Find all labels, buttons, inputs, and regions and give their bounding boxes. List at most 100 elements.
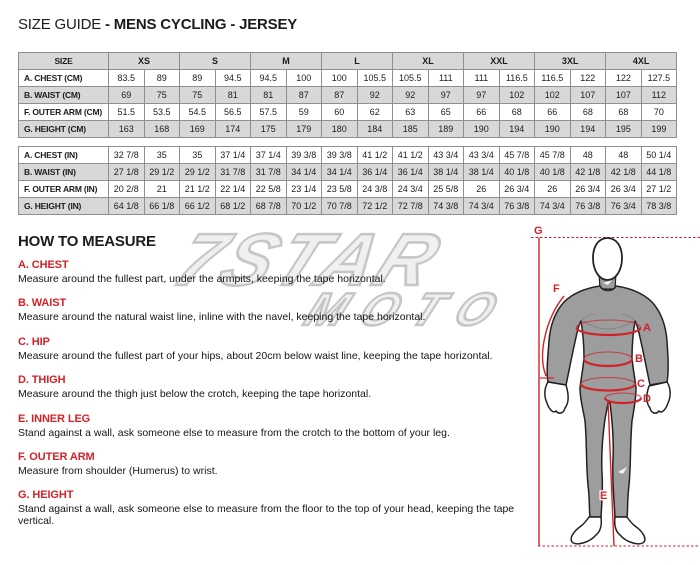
size-value-cell: 59: [285, 103, 323, 121]
size-value-cell: 76 3/4: [605, 197, 642, 215]
size-value-cell: 74 3/4: [463, 197, 500, 215]
section-label: A. CHEST: [18, 259, 69, 271]
row-label: F. OUTER ARM (IN): [18, 180, 109, 198]
row-label: B. WAIST (IN): [18, 163, 109, 181]
size-table-in: A. CHEST (IN) 32 7/8 35 35 37 1/4 37 1/4 39 3/…: [18, 146, 677, 215]
section-text: Stand against a wall, ask someone else t…: [18, 427, 450, 439]
measure-section-height: G. HEIGHT Stand against a wall, ask some…: [18, 489, 528, 527]
collar-logo-icon: [603, 280, 612, 285]
size-value-cell: 87: [321, 86, 358, 104]
section-text: Measure around the natural waist line, i…: [18, 311, 426, 323]
size-value-cell: 44 1/8: [640, 163, 677, 181]
size-value-cell: 35: [179, 146, 216, 164]
chest-ellipse-front: [575, 327, 642, 337]
size-value-cell: 48: [605, 146, 642, 164]
size-value-cell: 100: [285, 69, 323, 87]
size-value-cell: 100: [321, 69, 358, 87]
size-table-row: G. HEIGHT (CM) 163 168 169 174 175 179 180 184 18…: [18, 120, 678, 138]
size-value-cell: 94.5: [214, 69, 252, 87]
size-value-cell: 190: [463, 120, 500, 138]
size-value-cell: 22 1/4: [214, 180, 251, 198]
size-column-header-xs: XS: [107, 52, 181, 70]
size-value-cell: 65: [427, 103, 465, 121]
size-value-cell: 23 1/4: [285, 180, 322, 198]
section-text: Stand against a wall, ask someone else t…: [18, 503, 515, 527]
size-guide-tables: SIZE XS S M L XL XXL 3XL 4XL A. CHEST (CM) 83.5 89 8…: [18, 52, 678, 215]
size-value-cell: 31 7/8: [214, 163, 251, 181]
size-value-cell: 25 5/8: [427, 180, 464, 198]
size-value-cell: 26 3/4: [569, 180, 606, 198]
size-value-cell: 42 1/8: [605, 163, 642, 181]
size-table-row: G. HEIGHT (IN) 64 1/8 66 1/8 66 1/2 68 1/2 68…: [18, 197, 677, 215]
size-corner-header: SIZE: [18, 52, 109, 70]
size-column-header-3xl: 3XL: [534, 52, 607, 70]
size-column-header-xl: XL: [392, 52, 465, 70]
size-value-cell: 54.5: [179, 103, 216, 121]
size-value-cell: 37 1/4: [214, 146, 251, 164]
size-value-cell: 70: [640, 103, 678, 121]
left-foot: [570, 516, 603, 545]
size-value-cell: 48: [569, 146, 606, 164]
size-table-row: A. CHEST (CM) 83.5 89 89 94.5 94.5 100 100 105.5…: [18, 69, 678, 87]
size-value-cell: 53.5: [143, 103, 181, 121]
label-e: E: [600, 490, 607, 502]
size-value-cell: 36 1/4: [356, 163, 393, 181]
size-value-cell: 194: [498, 120, 536, 138]
chest-contour: [582, 320, 634, 330]
size-value-cell: 29 1/2: [179, 163, 216, 181]
size-value-cell: 180: [321, 120, 358, 138]
size-value-cell: 184: [356, 120, 394, 138]
row-label: F. OUTER ARM (CM): [18, 103, 109, 121]
size-value-cell: 57.5: [250, 103, 287, 121]
size-value-cell: 168: [143, 120, 181, 138]
size-value-cell: 20 2/8: [108, 180, 145, 198]
size-value-cell: 31 7/8: [250, 163, 287, 181]
size-value-cell: 105.5: [392, 69, 429, 87]
size-value-cell: 92: [392, 86, 429, 104]
size-value-cell: 111: [463, 69, 500, 87]
size-table-cm: SIZE XS S M L XL XXL 3XL 4XL A. CHEST (CM) 83.5 89 8…: [18, 52, 678, 138]
label-g: G: [534, 225, 543, 237]
size-value-cell: 76 3/8: [569, 197, 606, 215]
body-measurement-diagram: A B C D E F G: [531, 225, 700, 547]
measure-section-inner-leg: E. INNER LEG Stand against a wall, ask s…: [18, 413, 528, 439]
label-b: B: [635, 353, 643, 365]
size-value-cell: 72 1/2: [356, 197, 393, 215]
page-title-bold: - MENS CYCLING - JERSEY: [104, 16, 298, 33]
size-value-cell: 78 3/8: [640, 197, 677, 215]
size-column-header-m: M: [250, 52, 323, 70]
size-value-cell: 40 1/8: [498, 163, 535, 181]
size-value-cell: 179: [285, 120, 323, 138]
hip-ellipse-front: [579, 383, 637, 392]
size-value-cell: 89: [143, 69, 181, 87]
size-value-cell: 185: [392, 120, 429, 138]
size-column-header-l: L: [321, 52, 394, 70]
right-hand: [646, 381, 671, 414]
section-text: Measure around the fullest part, under t…: [18, 273, 386, 285]
size-value-cell: 24 3/8: [356, 180, 393, 198]
row-label: A. CHEST (IN): [18, 146, 109, 164]
size-value-cell: 81: [250, 86, 287, 104]
size-value-cell: 38 1/4: [463, 163, 500, 181]
size-value-cell: 39 3/8: [321, 146, 358, 164]
size-value-cell: 83.5: [108, 69, 145, 87]
size-value-cell: 36 1/4: [392, 163, 429, 181]
size-value-cell: 68 7/8: [250, 197, 287, 215]
left-armpit-contour: [580, 313, 596, 322]
size-value-cell: 68: [498, 103, 536, 121]
size-value-cell: 45 7/8: [534, 146, 571, 164]
size-value-cell: 94.5: [250, 69, 287, 87]
right-foot: [613, 516, 646, 545]
size-table-cm-slot: SIZE XS S M L XL XXL 3XL 4XL A. CHEST (CM) 83.5 89 8…: [18, 52, 678, 138]
size-table-row: F. OUTER ARM (CM) 51.5 53.5 54.5 56.5 57.5 59 6…: [18, 103, 678, 121]
size-table-row: B. WAIST (CM) 69 75 75 81 81 87 87 92 92 97 97 102 10…: [18, 86, 678, 104]
size-value-cell: 107: [605, 86, 642, 104]
size-value-cell: 42 1/8: [569, 163, 606, 181]
size-value-cell: 112: [640, 86, 678, 104]
label-f: F: [553, 283, 560, 295]
size-header-row: SIZE XS S M L XL XXL 3XL 4XL: [18, 52, 678, 70]
size-value-cell: 43 3/4: [463, 146, 500, 164]
size-value-cell: 102: [498, 86, 536, 104]
size-value-cell: 56.5: [214, 103, 252, 121]
measure-section-chest: A. CHEST Measure around the fullest part…: [18, 259, 528, 285]
